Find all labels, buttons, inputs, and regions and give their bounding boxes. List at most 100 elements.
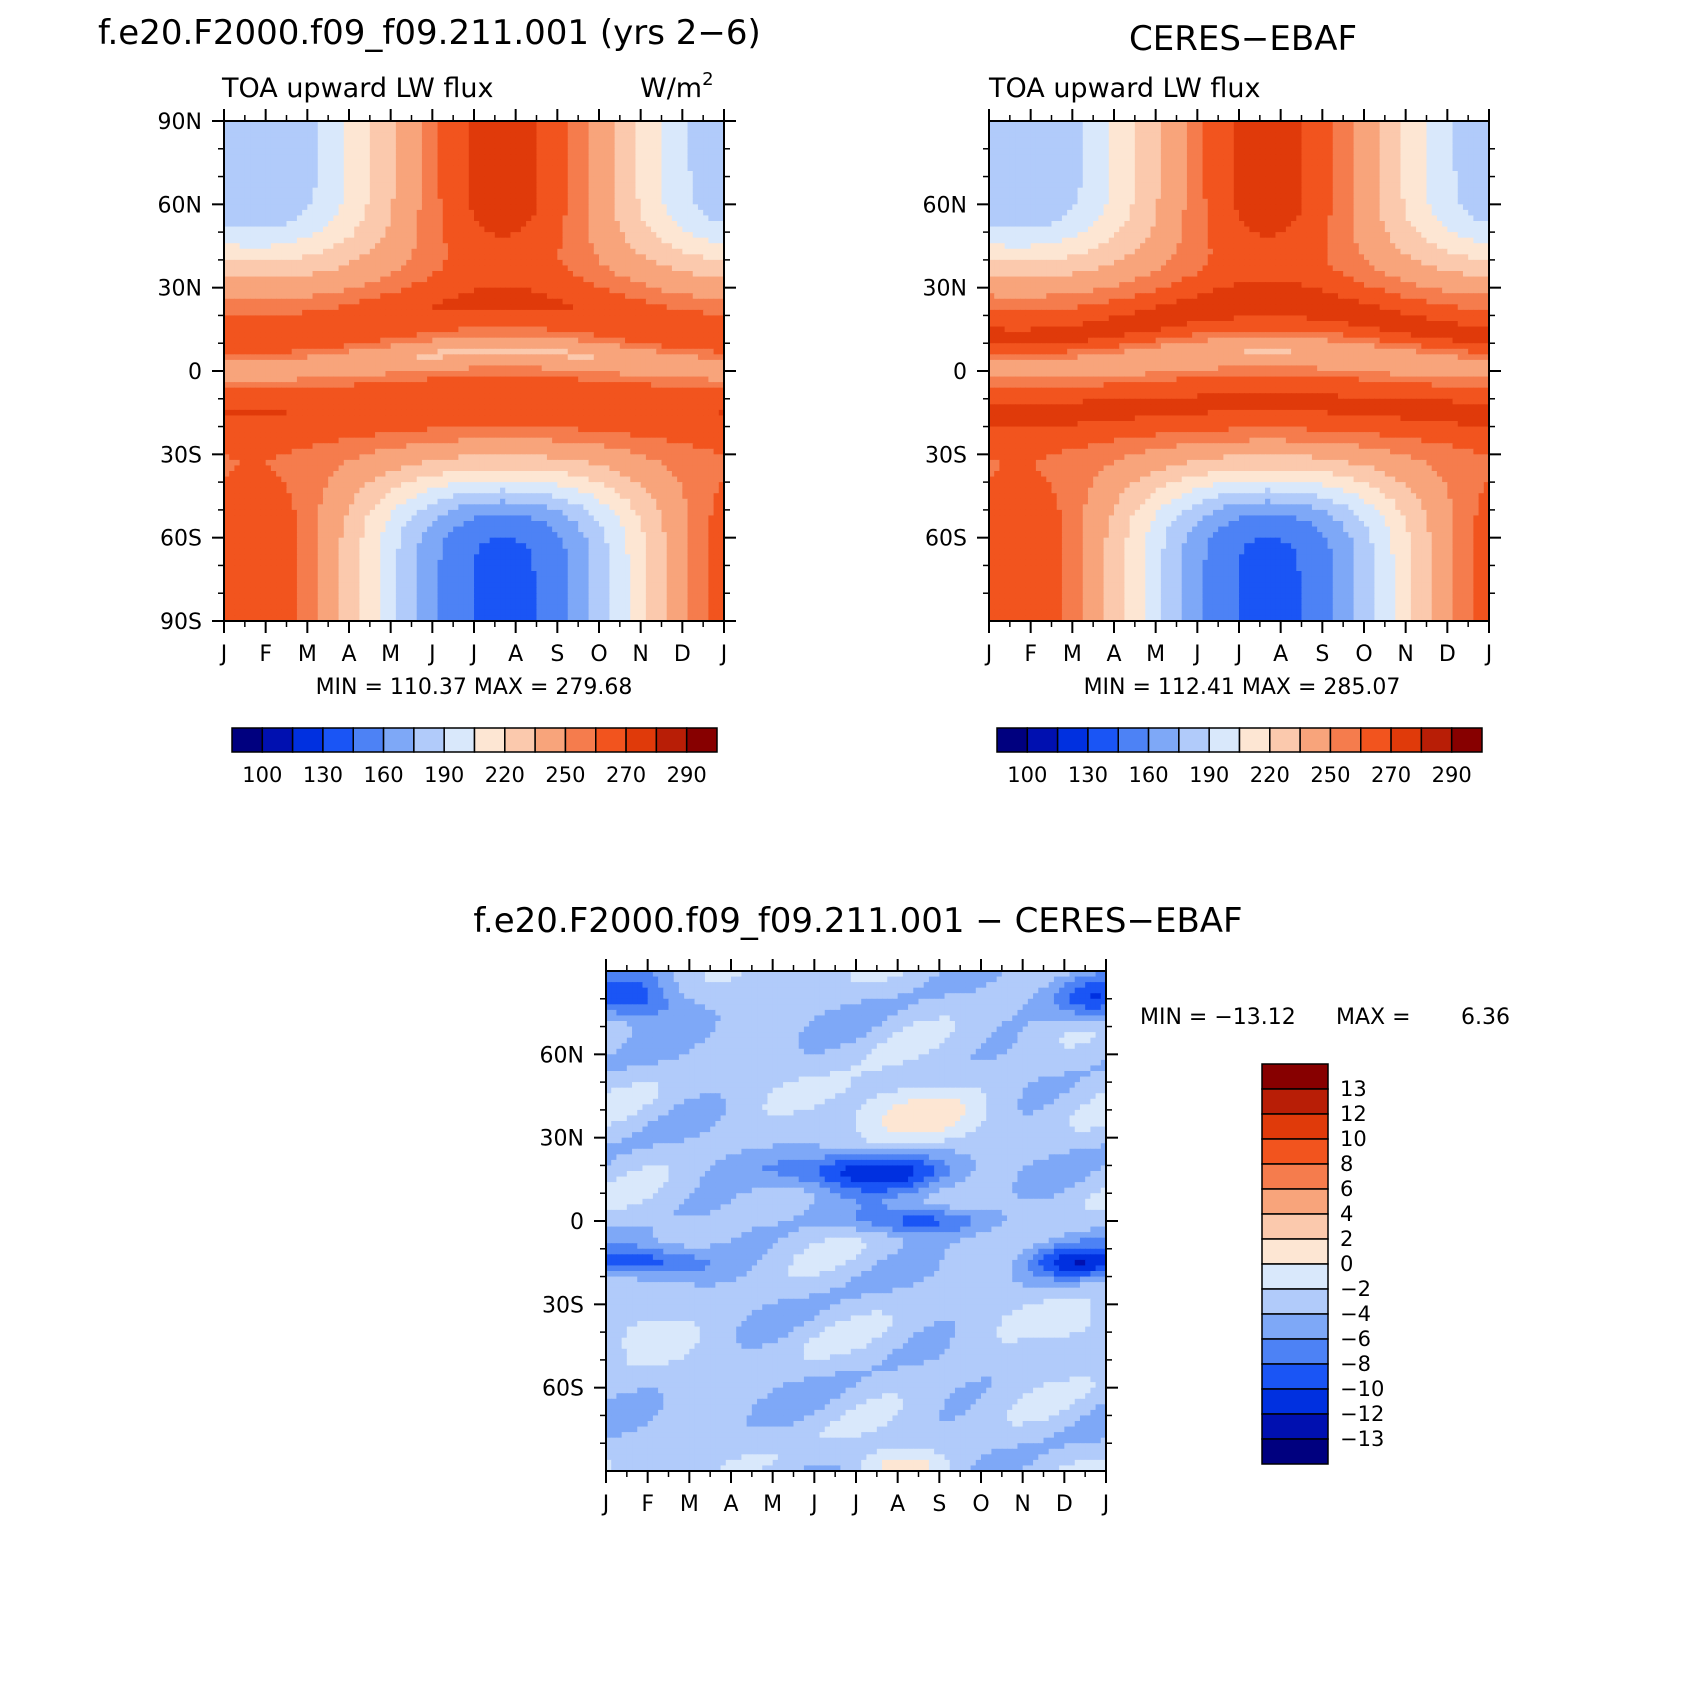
contour-cell bbox=[526, 371, 532, 377]
contour-cell bbox=[682, 293, 688, 299]
contour-cell bbox=[354, 149, 360, 155]
contour-cell bbox=[714, 310, 720, 316]
contour-cell bbox=[479, 338, 485, 344]
contour-cell bbox=[375, 388, 381, 394]
contour-cell bbox=[349, 388, 355, 394]
contour-cell bbox=[333, 204, 339, 210]
contour-cell bbox=[474, 315, 480, 321]
contour-cell bbox=[427, 204, 433, 210]
contour-cell bbox=[380, 360, 386, 366]
contour-cell bbox=[693, 354, 699, 360]
contour-cell bbox=[417, 138, 423, 144]
contour-cell bbox=[328, 338, 334, 344]
contour-cell bbox=[250, 360, 256, 366]
contour-cell bbox=[328, 382, 334, 388]
contour-cell bbox=[667, 243, 673, 249]
contour-cell bbox=[229, 354, 235, 360]
contour-cell bbox=[526, 204, 532, 210]
contour-cell bbox=[677, 143, 683, 149]
contour-cell bbox=[474, 254, 480, 260]
contour-cell bbox=[516, 249, 522, 255]
contour-cell bbox=[406, 154, 412, 160]
contour-cell bbox=[510, 221, 516, 227]
contour-cell bbox=[313, 388, 319, 394]
contour-cell bbox=[495, 349, 501, 355]
contour-cell bbox=[328, 188, 334, 194]
contour-cell bbox=[484, 160, 490, 166]
contour-cell bbox=[537, 188, 543, 194]
contour-cell bbox=[474, 127, 480, 133]
contour-cell bbox=[688, 215, 694, 221]
contour-cell bbox=[651, 277, 657, 283]
contour-cell bbox=[635, 321, 641, 327]
contour-cell bbox=[234, 254, 240, 260]
contour-cell bbox=[641, 310, 647, 316]
contour-cell bbox=[583, 260, 589, 266]
contour-cell bbox=[401, 321, 407, 327]
contour-cell bbox=[615, 288, 621, 294]
contour-cell bbox=[448, 338, 454, 344]
contour-cell bbox=[443, 343, 449, 349]
contour-cell bbox=[422, 154, 428, 160]
contour-cell bbox=[589, 282, 595, 288]
contour-cell bbox=[516, 221, 522, 227]
contour-cell bbox=[307, 377, 313, 383]
contour-cell bbox=[516, 243, 522, 249]
contour-cell bbox=[333, 238, 339, 244]
contour-cell bbox=[474, 354, 480, 360]
contour-cell bbox=[266, 377, 272, 383]
contour-cell bbox=[323, 127, 329, 133]
contour-cell bbox=[370, 132, 376, 138]
contour-cell bbox=[458, 282, 464, 288]
contour-cell bbox=[490, 382, 496, 388]
contour-cell bbox=[495, 171, 501, 177]
contour-cell bbox=[276, 215, 282, 221]
contour-cell bbox=[557, 260, 563, 266]
contour-cell bbox=[266, 160, 272, 166]
contour-cell bbox=[630, 310, 636, 316]
contour-cell bbox=[370, 227, 376, 233]
contour-cell bbox=[417, 143, 423, 149]
contour-cell bbox=[625, 271, 631, 277]
contour-cell bbox=[297, 227, 303, 233]
contour-cell bbox=[542, 221, 548, 227]
contour-cell bbox=[599, 182, 605, 188]
contour-cell bbox=[484, 188, 490, 194]
contour-cell bbox=[443, 154, 449, 160]
contour-cell bbox=[682, 332, 688, 338]
contour-cell bbox=[542, 193, 548, 199]
contour-cell bbox=[531, 371, 537, 377]
contour-cell bbox=[708, 199, 714, 205]
contour-cell bbox=[328, 277, 334, 283]
contour-cell bbox=[542, 304, 548, 310]
contour-cell bbox=[677, 132, 683, 138]
contour-cell bbox=[245, 199, 251, 205]
contour-cell bbox=[469, 277, 475, 283]
contour-cell bbox=[573, 227, 579, 233]
contour-cell bbox=[474, 143, 480, 149]
contour-cell bbox=[271, 160, 277, 166]
contour-cell bbox=[641, 188, 647, 194]
contour-cell bbox=[453, 349, 459, 355]
contour-cell bbox=[521, 182, 527, 188]
contour-cell bbox=[318, 354, 324, 360]
contour-cell bbox=[693, 199, 699, 205]
contour-cell bbox=[391, 143, 397, 149]
contour-cell bbox=[510, 199, 516, 205]
contour-cell bbox=[682, 215, 688, 221]
contour-cell bbox=[396, 332, 402, 338]
contour-cell bbox=[255, 354, 261, 360]
contour-cell bbox=[443, 193, 449, 199]
contour-cell bbox=[365, 165, 371, 171]
contour-cell bbox=[401, 221, 407, 227]
contour-cell bbox=[510, 304, 516, 310]
contour-cell bbox=[547, 327, 553, 333]
contour-cell bbox=[281, 227, 287, 233]
contour-cell bbox=[635, 382, 641, 388]
contour-cell bbox=[240, 188, 246, 194]
contour-cell bbox=[448, 321, 454, 327]
contour-cell bbox=[698, 143, 704, 149]
contour-cell bbox=[630, 143, 636, 149]
contour-cell bbox=[682, 132, 688, 138]
contour-cell bbox=[281, 343, 287, 349]
